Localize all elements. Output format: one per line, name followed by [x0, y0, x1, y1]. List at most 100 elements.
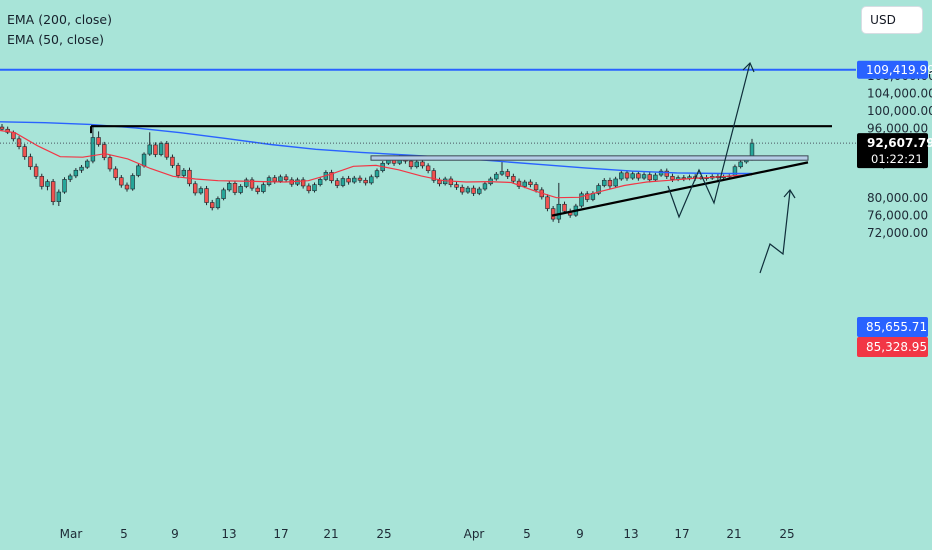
candle — [522, 181, 527, 187]
candle — [113, 168, 118, 178]
candle — [596, 185, 601, 194]
candle — [647, 174, 652, 181]
target-price-label: 109,419.99 — [866, 63, 932, 77]
x-tick-label: 21 — [726, 527, 741, 541]
candle — [653, 174, 658, 181]
candle — [141, 153, 147, 167]
x-tick-label: 17 — [674, 527, 689, 541]
candle — [227, 183, 232, 191]
candle — [79, 166, 84, 171]
target-price-tag — [857, 60, 928, 79]
legend-ema50[interactable]: EMA (50, close) — [7, 32, 105, 47]
last-price-tag — [857, 133, 928, 169]
candle — [56, 191, 62, 202]
ema50-line — [0, 129, 753, 199]
projection-arrow-low — [783, 188, 796, 199]
candle — [329, 172, 334, 182]
candle — [630, 173, 635, 179]
candle — [664, 170, 669, 177]
candle — [738, 161, 743, 168]
candle — [613, 178, 618, 187]
candle — [357, 177, 363, 181]
projection-path-high — [667, 62, 751, 219]
candle — [732, 166, 738, 177]
candle — [283, 176, 289, 181]
candle — [312, 184, 317, 192]
x-tick-label: 21 — [323, 527, 338, 541]
ema50-tag — [857, 337, 928, 357]
candle — [261, 184, 266, 192]
ascending-trendline — [551, 161, 809, 217]
candle — [585, 193, 590, 200]
candle — [278, 176, 283, 182]
ema200-value-label: 85,655.71 — [866, 320, 927, 334]
candle — [272, 177, 277, 182]
candle — [448, 178, 454, 185]
candle — [477, 188, 482, 194]
candle — [249, 179, 255, 189]
candle — [300, 179, 306, 187]
candles-group — [0, 123, 755, 224]
candle — [153, 144, 158, 155]
candle — [511, 176, 516, 182]
candle — [363, 179, 368, 184]
candle — [244, 179, 249, 187]
candle — [221, 189, 226, 199]
candle — [16, 138, 22, 147]
indicator-legend: EMA (200, close) EMA (50, close) — [7, 10, 112, 50]
candle — [619, 172, 624, 180]
x-tick-label: 25 — [376, 527, 391, 541]
candle — [624, 172, 630, 179]
x-tick-label: Mar — [60, 527, 83, 541]
currency-button[interactable]: USD — [861, 6, 923, 34]
candle — [420, 161, 425, 167]
candle — [45, 181, 50, 187]
y-tick-label: 72,000.00 — [867, 226, 928, 240]
projection-path-low — [759, 190, 791, 274]
candle — [255, 187, 260, 192]
candle — [28, 156, 33, 168]
legend-ema200[interactable]: EMA (200, close) — [7, 12, 112, 27]
candle — [147, 144, 152, 155]
candle — [238, 186, 243, 193]
candle — [119, 177, 124, 186]
candle — [67, 175, 73, 180]
candle — [556, 203, 562, 220]
candle — [579, 193, 584, 207]
candle — [545, 196, 550, 209]
candle — [482, 183, 488, 190]
candle — [317, 179, 323, 185]
candle — [528, 181, 533, 185]
candle — [335, 180, 340, 186]
candle — [454, 184, 459, 188]
x-tick-label: 17 — [273, 527, 288, 541]
candle — [22, 146, 27, 158]
y-tick-label: 80,000.00 — [867, 191, 928, 205]
ema50-value-label: 85,328.95 — [866, 340, 927, 354]
candle — [85, 160, 90, 168]
x-tick-label: 9 — [171, 527, 179, 541]
x-tick-label: 5 — [523, 527, 531, 541]
candle — [471, 187, 476, 194]
ema200-line — [0, 121, 752, 175]
candle — [124, 184, 130, 190]
projection-arrow-high — [742, 61, 755, 73]
candle — [414, 161, 419, 168]
candle — [607, 179, 613, 187]
candle — [670, 176, 675, 180]
candle — [170, 156, 175, 166]
candle — [533, 184, 539, 191]
candle — [192, 183, 198, 194]
x-tick-label: 13 — [623, 527, 638, 541]
candle — [460, 186, 465, 193]
candle — [352, 177, 357, 183]
x-tick-label: 9 — [576, 527, 584, 541]
x-tick-label: 13 — [221, 527, 236, 541]
y-tick-label: 100,000.00 — [867, 104, 932, 118]
candle — [62, 179, 67, 193]
candle — [499, 171, 505, 175]
candle — [181, 169, 187, 176]
y-tick-label: 76,000.00 — [867, 209, 928, 223]
candle — [187, 169, 192, 185]
